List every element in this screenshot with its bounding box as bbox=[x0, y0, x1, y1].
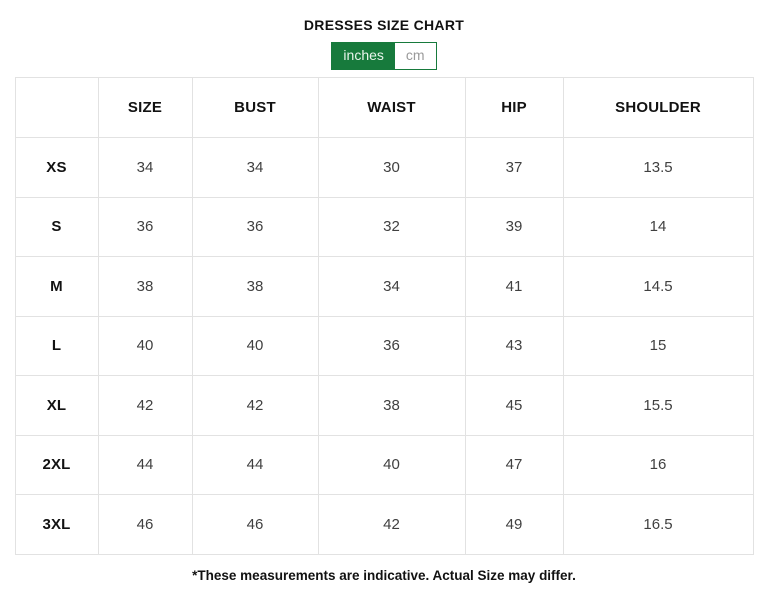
column-header-bust: BUST bbox=[191, 77, 319, 138]
table-cell: 36 bbox=[191, 196, 319, 257]
table-cell: 38 bbox=[191, 256, 319, 317]
table-row: M 38 38 34 41 14.5 bbox=[14, 256, 754, 317]
table-cell: 38 bbox=[97, 256, 193, 317]
table-cell: 44 bbox=[191, 434, 319, 495]
table-cell: 34 bbox=[191, 137, 319, 198]
size-chart-table: SIZE BUST WAIST HIP SHOULDER XS 34 34 30… bbox=[14, 77, 754, 555]
table-cell: 14.5 bbox=[562, 256, 754, 317]
table-cell: 15.5 bbox=[562, 375, 754, 436]
table-cell: 42 bbox=[97, 375, 193, 436]
table-cell: 13.5 bbox=[562, 137, 754, 198]
table-cell: 16.5 bbox=[562, 494, 754, 555]
table-cell: 37 bbox=[464, 137, 564, 198]
table-cell: 16 bbox=[562, 434, 754, 495]
table-cell: 32 bbox=[317, 196, 466, 257]
row-label: M bbox=[14, 256, 99, 317]
table-row: L 40 40 36 43 15 bbox=[14, 315, 754, 376]
table-cell: 38 bbox=[317, 375, 466, 436]
table-cell: 42 bbox=[191, 375, 319, 436]
table-cell: 40 bbox=[97, 315, 193, 376]
page-title: DRESSES SIZE CHART bbox=[303, 17, 465, 33]
row-label: S bbox=[14, 196, 99, 257]
table-row: XS 34 34 30 37 13.5 bbox=[14, 137, 754, 198]
table-cell: 40 bbox=[191, 315, 319, 376]
table-cell: 36 bbox=[317, 315, 466, 376]
table-cell: 39 bbox=[464, 196, 564, 257]
table-row: 2XL 44 44 40 47 16 bbox=[14, 434, 754, 495]
table-cell: 36 bbox=[97, 196, 193, 257]
unit-toggle: inches cm bbox=[331, 42, 437, 70]
column-header-shoulder: SHOULDER bbox=[562, 77, 754, 138]
table-row: S 36 36 32 39 14 bbox=[14, 196, 754, 257]
table-cell: 47 bbox=[464, 434, 564, 495]
row-label: XL bbox=[14, 375, 99, 436]
table-cell: 15 bbox=[562, 315, 754, 376]
table-cell: 34 bbox=[317, 256, 466, 317]
table-cell: 45 bbox=[464, 375, 564, 436]
unit-toggle-wrap: inches cm bbox=[0, 42, 768, 70]
table-cell: 42 bbox=[317, 494, 466, 555]
table-cell: 40 bbox=[317, 434, 466, 495]
row-label: 2XL bbox=[14, 434, 99, 495]
header-row: SIZE BUST WAIST HIP SHOULDER bbox=[14, 77, 754, 138]
table-cell: 46 bbox=[191, 494, 319, 555]
table-cell: 14 bbox=[562, 196, 754, 257]
table-cell: 30 bbox=[317, 137, 466, 198]
table-cell: 34 bbox=[97, 137, 193, 198]
table-row: 3XL 46 46 42 49 16.5 bbox=[14, 494, 754, 555]
column-header-size: SIZE bbox=[97, 77, 193, 138]
table-cell: 43 bbox=[464, 315, 564, 376]
row-label: L bbox=[14, 315, 99, 376]
table-cell: 49 bbox=[464, 494, 564, 555]
unit-toggle-inches[interactable]: inches bbox=[332, 43, 395, 69]
table-cell: 41 bbox=[464, 256, 564, 317]
table-cell: 44 bbox=[97, 434, 193, 495]
table-row: XL 42 42 38 45 15.5 bbox=[14, 375, 754, 436]
column-header-hip: HIP bbox=[464, 77, 564, 138]
table-cell: 46 bbox=[97, 494, 193, 555]
footnote: *These measurements are indicative. Actu… bbox=[192, 567, 576, 583]
row-label: 3XL bbox=[14, 494, 99, 555]
column-header-waist: WAIST bbox=[317, 77, 466, 138]
row-label: XS bbox=[14, 137, 99, 198]
column-header-empty bbox=[14, 77, 99, 138]
unit-toggle-cm[interactable]: cm bbox=[394, 43, 436, 69]
